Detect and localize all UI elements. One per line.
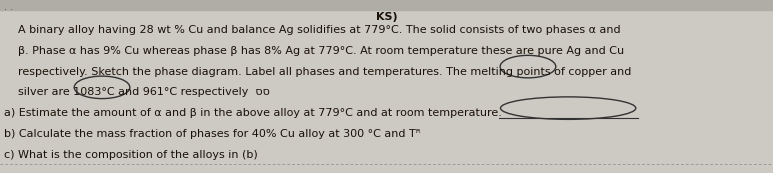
Text: silver are 1083°C and 961°C respectively  סס: silver are 1083°C and 961°C respectively… [4, 87, 277, 97]
Text: · ·: · · [4, 5, 13, 15]
Text: respectively. Sketch the phase diagram. Label all phases and temperatures. The m: respectively. Sketch the phase diagram. … [4, 67, 632, 77]
Text: b) Calculate the mass fraction of phases for 40% Cu alloy at 300 °C and Tᴿ: b) Calculate the mass fraction of phases… [4, 129, 421, 139]
Bar [0, 0, 773, 10]
Text: a) Estimate the amount of α and β in the above alloy at 779°C and at room temper: a) Estimate the amount of α and β in the… [4, 108, 502, 118]
Text: c) What is the composition of the alloys in (b): c) What is the composition of the alloys… [4, 150, 257, 160]
Text: A binary alloy having 28 wt % Cu and balance Ag solidifies at 779°C. The solid c: A binary alloy having 28 wt % Cu and bal… [4, 25, 621, 35]
Text: KS): KS) [376, 12, 397, 22]
Text: β. Phase α has 9% Cu whereas phase β has 8% Ag at 779°C. At room temperature the: β. Phase α has 9% Cu whereas phase β has… [4, 46, 624, 56]
